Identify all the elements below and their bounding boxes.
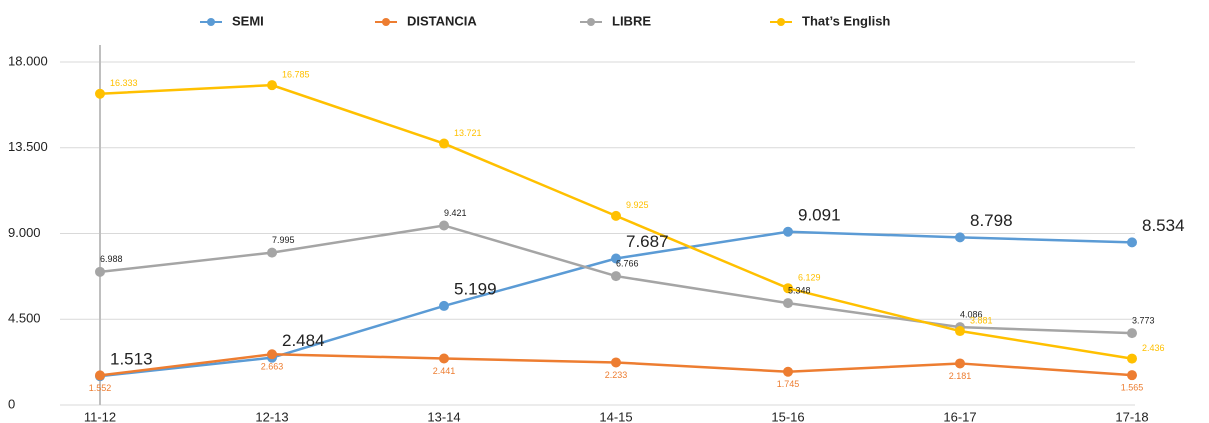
data-label: 8.798 <box>970 211 1013 230</box>
point <box>95 266 105 277</box>
data-label: 7.995 <box>272 235 295 245</box>
point <box>1127 328 1137 339</box>
data-label: 6.129 <box>798 273 821 283</box>
data-label: 3.773 <box>1132 315 1155 325</box>
x-tick-label: 11-12 <box>84 409 116 423</box>
point <box>783 366 793 377</box>
point <box>783 226 793 237</box>
data-label: 2.663 <box>261 362 284 372</box>
data-label: 6.988 <box>100 254 123 264</box>
point <box>267 349 277 360</box>
legend-label: SEMI <box>232 13 264 28</box>
data-label: 16.333 <box>110 78 138 88</box>
data-label: 2.441 <box>433 366 456 376</box>
legend-marker <box>207 18 215 26</box>
point <box>95 88 105 99</box>
legend-marker <box>777 18 785 26</box>
data-label: 5.348 <box>788 285 811 295</box>
data-label: 6.766 <box>616 258 639 268</box>
y-tick-label: 9.000 <box>8 225 41 240</box>
data-label: 9.421 <box>444 208 467 218</box>
data-label: 9.925 <box>626 200 649 210</box>
y-tick-label: 0 <box>8 396 15 411</box>
point <box>95 370 105 381</box>
x-tick-label: 17-18 <box>1115 409 1148 423</box>
data-label: 2.436 <box>1142 343 1165 353</box>
data-label: 2.181 <box>949 371 972 381</box>
data-label: 9.091 <box>798 205 841 224</box>
legend-label: That’s English <box>802 13 890 28</box>
data-label: 7.687 <box>626 232 669 251</box>
x-tick-label: 16-17 <box>943 409 976 423</box>
point <box>783 283 793 294</box>
point <box>439 300 449 311</box>
data-label: 4.086 <box>960 310 983 320</box>
data-label: 1.745 <box>777 379 800 389</box>
point <box>1127 370 1137 381</box>
point <box>611 210 621 221</box>
x-tick-label: 15-16 <box>771 409 804 423</box>
data-label: 13.721 <box>454 128 482 138</box>
point <box>955 326 965 337</box>
data-label: 8.534 <box>1142 216 1185 235</box>
point <box>1127 353 1137 364</box>
point <box>611 253 621 264</box>
legend-marker <box>382 18 390 26</box>
y-tick-label: 18.000 <box>8 53 48 68</box>
legend-label: LIBRE <box>612 13 651 28</box>
x-tick-label: 12-13 <box>255 409 288 423</box>
point <box>439 138 449 149</box>
data-label: 16.785 <box>282 70 310 80</box>
point <box>783 298 793 309</box>
data-label: 1.565 <box>1121 383 1144 393</box>
point <box>611 271 621 282</box>
point <box>955 358 965 369</box>
point <box>439 353 449 364</box>
point <box>267 80 277 91</box>
data-label: 2.233 <box>605 370 628 380</box>
point <box>611 357 621 368</box>
point <box>439 220 449 231</box>
data-label: 1.513 <box>110 350 153 369</box>
y-tick-label: 4.500 <box>8 311 41 326</box>
point <box>955 232 965 243</box>
point <box>267 247 277 258</box>
data-label: 1.552 <box>89 383 112 393</box>
point <box>1127 237 1137 248</box>
data-label: 5.199 <box>454 279 497 298</box>
legend-marker <box>587 18 595 26</box>
data-label: 2.484 <box>282 331 325 350</box>
legend-label: DISTANCIA <box>407 13 477 28</box>
x-tick-label: 14-15 <box>599 409 632 423</box>
y-tick-label: 13.500 <box>8 139 48 154</box>
x-tick-label: 13-14 <box>427 409 460 423</box>
data-label: 3.881 <box>970 315 993 325</box>
